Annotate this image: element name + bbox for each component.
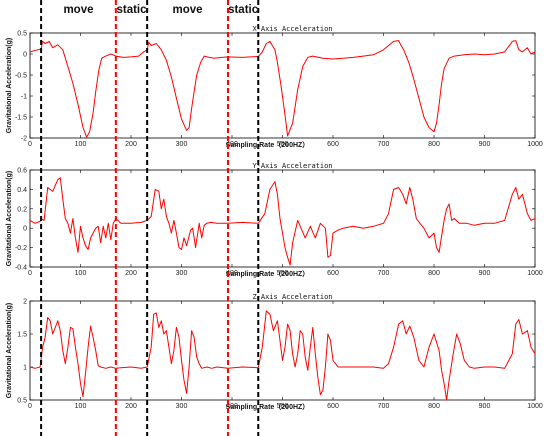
x-tick-label: 1000 — [527, 141, 543, 148]
x-tick-label: 900 — [479, 270, 491, 277]
x-tick-label: 600 — [327, 141, 339, 148]
y-tick-label: 1 — [23, 365, 27, 372]
y-tick-label: 0.5 — [17, 398, 27, 405]
x-tick-label: 900 — [479, 141, 491, 148]
y-tick-label: -1 — [21, 94, 27, 101]
panel-title: Z-Axis Acceleration — [252, 293, 332, 301]
y-tick-label: -1.5 — [15, 115, 27, 122]
plot-frame — [29, 300, 536, 401]
y-axis-label: Gravitational Acceleration(g) — [6, 303, 13, 398]
y-tick-label: 0.5 — [17, 31, 27, 38]
y-tick-label: -2 — [21, 136, 27, 143]
x-tick-label: 200 — [125, 403, 137, 410]
x-tick-label: 0 — [28, 141, 32, 148]
x-tick-label: 500 — [277, 141, 289, 148]
phase-label-move: move — [63, 4, 93, 16]
x-tick-label: 1000 — [527, 403, 543, 410]
x-tick-label: 400 — [226, 270, 238, 277]
x-tick-label: 700 — [378, 141, 390, 148]
x-tick-label: 0 — [28, 403, 32, 410]
y-tick-label: -0.5 — [15, 73, 27, 80]
x-tick-label: 300 — [176, 403, 188, 410]
y-tick-label: 0.2 — [17, 206, 27, 213]
x-tick-label: 200 — [125, 270, 137, 277]
x-tick-label: 1000 — [527, 270, 543, 277]
panel-title: X-Axis Acceleration — [252, 25, 332, 33]
panel-2: Y-Axis Acceleration 0 100 200 300 400 500 600 70… — [6, 162, 543, 278]
acceleration-line — [29, 40, 536, 138]
x-axis-label: Sampling Rate（200HZ） — [226, 270, 310, 278]
y-tick-label: 1.5 — [17, 332, 27, 339]
x-tick-label: 900 — [479, 403, 491, 410]
phase-label-static: static — [116, 4, 147, 16]
y-tick-label: 0.6 — [17, 168, 27, 175]
x-tick-label: 700 — [378, 403, 390, 410]
plot-frame — [29, 169, 536, 268]
x-tick-label: 500 — [277, 403, 289, 410]
y-tick-label: 0 — [23, 226, 27, 233]
panel-1: X-Axis Acceleration 0 100 200 300 400 500 600 70… — [6, 25, 543, 149]
y-tick-label: 0.4 — [17, 187, 27, 194]
x-tick-label: 700 — [378, 270, 390, 277]
acceleration-line — [29, 177, 536, 266]
x-axis-label: Sampling Rate（200HZ） — [226, 403, 310, 411]
x-tick-label: 600 — [327, 403, 339, 410]
x-tick-label: 100 — [75, 403, 87, 410]
panel-title: Y-Axis Acceleration — [252, 162, 332, 170]
x-tick-label: 400 — [226, 403, 238, 410]
x-tick-label: 800 — [428, 403, 440, 410]
x-tick-label: 100 — [75, 270, 87, 277]
y-tick-label: 2 — [23, 299, 27, 306]
x-tick-label: 0 — [28, 270, 32, 277]
phase-label-move: move — [173, 4, 203, 16]
y-tick-label: -0.4 — [15, 265, 27, 272]
panel-3: Z-Axis Acceleration 0 100 200 300 400 500 600 70… — [6, 293, 543, 411]
phase-label-static: static — [228, 4, 259, 16]
y-tick-label: -0.2 — [15, 245, 27, 252]
y-tick-label: 0 — [23, 52, 27, 59]
y-axis-label: Gravitational Acceleration(g) — [6, 38, 13, 133]
x-tick-label: 800 — [428, 270, 440, 277]
x-tick-label: 500 — [277, 270, 289, 277]
acceleration-line — [29, 310, 536, 401]
x-tick-label: 800 — [428, 141, 440, 148]
x-tick-label: 400 — [226, 141, 238, 148]
plot-frame — [29, 32, 536, 139]
y-axis-label: Gravitational Acceleration(g) — [6, 171, 13, 266]
x-tick-label: 600 — [327, 270, 339, 277]
x-tick-label: 200 — [125, 141, 137, 148]
x-tick-label: 100 — [75, 141, 87, 148]
x-axis-label: Sampling Rate（200HZ） — [226, 141, 310, 149]
x-tick-label: 300 — [176, 141, 188, 148]
x-tick-label: 300 — [176, 270, 188, 277]
